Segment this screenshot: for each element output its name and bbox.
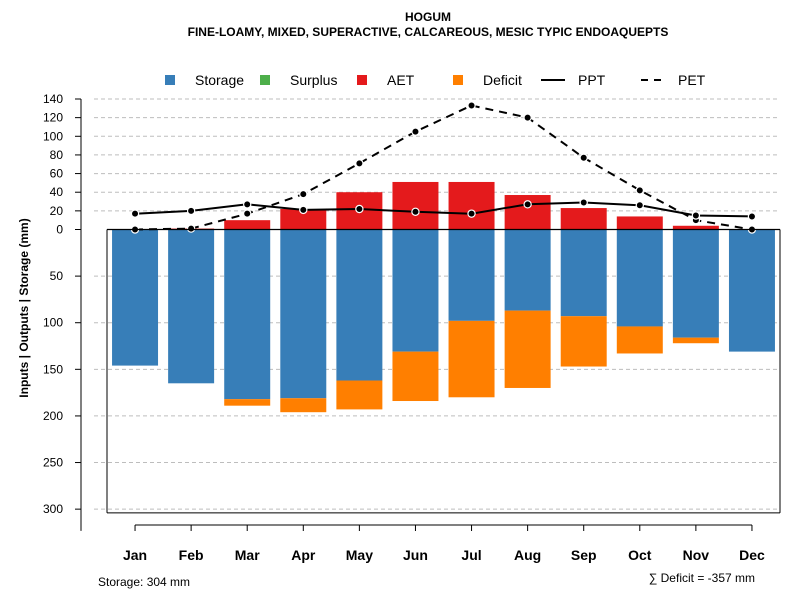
- y-tick-label: 150: [43, 362, 63, 376]
- x-tick-label-jul: Jul: [461, 547, 481, 563]
- ppt-point: [243, 200, 252, 209]
- y-tick-label: 120: [43, 111, 63, 125]
- legend-label-pet: PET: [678, 72, 706, 88]
- y-tick-label: 200: [43, 409, 63, 423]
- aet-bar: [392, 181, 439, 230]
- legend-label-storage: Storage: [195, 72, 244, 88]
- deficit-bar: [560, 316, 607, 367]
- y-tick-label: 250: [43, 456, 63, 470]
- pet-point: [467, 101, 476, 110]
- x-tick-label-may: May: [346, 547, 373, 563]
- x-tick-label-apr: Apr: [291, 547, 316, 563]
- legend-swatch-surplus: [260, 75, 270, 85]
- aet-bar: [224, 220, 271, 230]
- y-tick-label: 100: [43, 129, 63, 143]
- y-tick-label: 100: [43, 316, 63, 330]
- ppt-point: [299, 205, 308, 215]
- x-tick-label-aug: Aug: [514, 547, 541, 563]
- aet-bar: [616, 216, 663, 230]
- legend-swatch-storage: [165, 75, 175, 85]
- pet-point: [186, 224, 196, 233]
- x-tick-label-dec: Dec: [739, 547, 765, 563]
- deficit-bar: [392, 351, 439, 402]
- y-tick-label: 0: [56, 223, 63, 237]
- deficit-bar: [224, 399, 271, 406]
- storage-bar: [112, 229, 159, 366]
- pet-point: [635, 186, 644, 195]
- ppt-point: [467, 209, 476, 218]
- pet-point: [243, 209, 252, 218]
- legend-label-surplus: Surplus: [290, 72, 337, 88]
- storage-bar: [728, 229, 775, 352]
- ppt-point: [635, 201, 644, 210]
- storage-bar: [448, 229, 495, 321]
- ppt-point: [355, 204, 364, 214]
- x-tick-label-feb: Feb: [179, 547, 204, 563]
- x-tick-label-nov: Nov: [683, 547, 710, 563]
- legend-swatch-aet: [357, 75, 367, 85]
- series-lines: [130, 101, 757, 234]
- x-tick-label-mar: Mar: [235, 547, 260, 563]
- x-tick-label-oct: Oct: [628, 547, 652, 563]
- y-tick-label: 20: [50, 204, 64, 218]
- y-tick-label: 40: [50, 185, 64, 199]
- ppt-point: [747, 212, 757, 221]
- storage-bar: [504, 229, 551, 311]
- y-axis-label: Inputs | Outputs | Storage (mm): [17, 218, 31, 397]
- ppt-point: [691, 211, 701, 220]
- legend: Storage Surplus AET Deficit PPT PET: [165, 72, 706, 88]
- deficit-bar: [616, 326, 663, 354]
- deficit-bar: [280, 398, 327, 413]
- pet-point: [355, 159, 364, 168]
- storage-footer: Storage: 304 mm: [98, 575, 190, 589]
- ppt-point: [130, 209, 140, 218]
- aet-bar: [560, 208, 607, 230]
- deficit-footer: ∑ Deficit = -357 mm: [649, 571, 755, 585]
- ppt-point: [411, 207, 420, 216]
- storage-bar: [336, 229, 383, 381]
- legend-swatch-deficit: [453, 75, 463, 85]
- x-tick-label-jan: Jan: [123, 547, 147, 563]
- x-tick-label-jun: Jun: [403, 547, 428, 563]
- pet-point: [579, 153, 588, 162]
- x-tick-label-sep: Sep: [571, 547, 597, 563]
- legend-label-deficit: Deficit: [483, 72, 522, 88]
- bars: [112, 181, 775, 413]
- aet-bar: [448, 181, 495, 230]
- pet-point: [523, 113, 532, 122]
- deficit-bar: [448, 320, 495, 398]
- chart-title: HOGUM: [405, 10, 451, 24]
- storage-bar: [224, 229, 271, 400]
- y-tick-label: 60: [50, 167, 64, 181]
- legend-label-ppt: PPT: [578, 72, 606, 88]
- storage-bar: [280, 229, 327, 399]
- y-tick-label: 140: [43, 92, 63, 106]
- deficit-bar: [672, 337, 719, 344]
- storage-bar: [616, 229, 663, 327]
- pet-point: [299, 189, 308, 199]
- pet-line: [134, 104, 753, 231]
- axes: 0 20 40 60 80 100 120 140 50 100 150 200 250 300 Jan Fe…: [43, 92, 781, 563]
- ppt-line: [134, 201, 753, 218]
- chart-subtitle: FINE-LOAMY, MIXED, SUPERACTIVE, CALCAREO…: [188, 25, 669, 39]
- aet-bar: [672, 225, 719, 230]
- y-tick-label: 80: [50, 148, 64, 162]
- y-tick-label: 50: [50, 269, 64, 283]
- storage-bar: [392, 229, 439, 352]
- ppt-point: [523, 200, 532, 209]
- deficit-bar: [336, 380, 383, 410]
- ppt-point: [186, 206, 196, 216]
- storage-bar: [560, 229, 607, 317]
- storage-bar: [672, 229, 719, 338]
- aet-bar: [280, 208, 327, 230]
- deficit-bar: [504, 310, 551, 388]
- storage-bar: [168, 229, 215, 384]
- ppt-point: [579, 198, 588, 207]
- pet-point: [411, 127, 420, 136]
- y-tick-label: 300: [43, 502, 63, 516]
- legend-label-aet: AET: [387, 72, 415, 88]
